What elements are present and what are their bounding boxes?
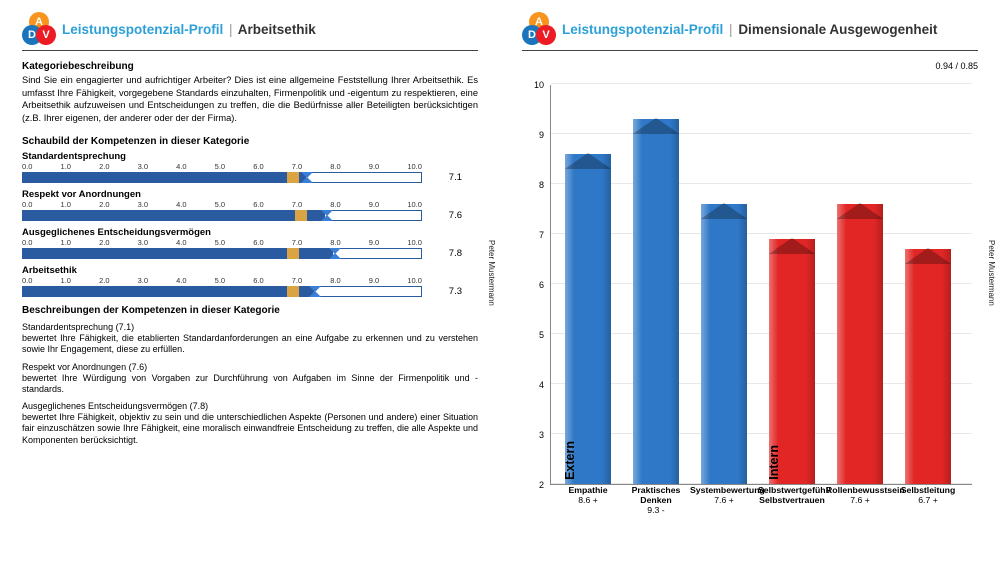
chart-bar [905, 249, 951, 484]
y-tick: 4 [539, 380, 544, 390]
competency-title: Standardentsprechung (7.1) [22, 322, 478, 332]
hbar-label: Arbeitsethik [22, 265, 478, 276]
hbar-label: Standardentsprechung [22, 151, 478, 162]
y-tick: 5 [539, 330, 544, 340]
hbar-list: Standardentsprechung0.01.02.03.04.05.06.… [22, 151, 478, 297]
desc-heading: Beschreibungen der Kompetenzen in dieser… [22, 305, 478, 316]
chart-bar: Intern [769, 239, 815, 484]
x-label: Selbstleitung6.7 + [894, 485, 962, 525]
category-heading: Kategoriebeschreibung [22, 61, 478, 72]
hbar-row: Arbeitsethik0.01.02.03.04.05.06.07.08.09… [22, 265, 478, 297]
competency-title: Respekt vor Anordnungen (7.6) [22, 362, 478, 372]
competency-body: bewertet Ihre Würdigung von Vorgaben zur… [22, 373, 478, 396]
x-axis-labels: Empathie8.6 +Praktisches Denken9.3 -Syst… [550, 485, 972, 525]
header-blue: Leistungspotenzial-Profil [62, 22, 223, 37]
y-tick: 7 [539, 230, 544, 240]
y-tick: 10 [534, 80, 544, 90]
hbar-track: 7.1 [22, 172, 422, 183]
chart-bar [837, 204, 883, 484]
y-tick: 8 [539, 180, 544, 190]
logo-v: V [36, 25, 56, 45]
adv-logo: A D V [522, 12, 556, 46]
top-score: 0.94 / 0.85 [522, 61, 978, 71]
hbar-track: 7.3 [22, 286, 422, 297]
y-tick: 3 [539, 430, 544, 440]
desc-list: Standardentsprechung (7.1)bewertet Ihre … [22, 322, 478, 446]
x-label: Praktisches Denken9.3 - [622, 485, 690, 525]
page-header-left: A D V Leistungspotenzial-Profil | Arbeit… [22, 12, 478, 51]
page-right: A D V Leistungspotenzial-Profil | Dimens… [500, 0, 1000, 562]
hbar-value: 7.1 [428, 172, 462, 183]
chart-heading: Schaubild der Kompetenzen in dieser Kate… [22, 136, 478, 147]
hbar-ticks: 0.01.02.03.04.05.06.07.08.09.010.0 [22, 162, 422, 171]
competency-title: Ausgeglichenes Entscheidungsvermögen (7.… [22, 401, 478, 411]
header-title-right: Leistungspotenzial-Profil | Dimensionale… [562, 22, 937, 37]
hbar-value: 7.6 [428, 210, 462, 221]
hbar-ticks: 0.01.02.03.04.05.06.07.08.09.010.0 [22, 238, 422, 247]
hbar-value: 7.8 [428, 248, 462, 259]
hbar-label: Ausgeglichenes Entscheidungsvermögen [22, 227, 478, 238]
logo-v: V [536, 25, 556, 45]
competency-body: bewertet Ihre Fähigkeit, objektiv zu sei… [22, 412, 478, 446]
hbar-row: Respekt vor Anordnungen0.01.02.03.04.05.… [22, 189, 478, 221]
header-title-left: Leistungspotenzial-Profil | Arbeitsethik [62, 22, 316, 37]
hbar-track: 7.6 [22, 210, 422, 221]
adv-logo: A D V [22, 12, 56, 46]
x-label: Rollenbewusstsein7.6 + [826, 485, 894, 525]
x-label: Systembewertung7.6 + [690, 485, 758, 525]
hbar-value: 7.3 [428, 286, 462, 297]
bar-chart: 2 3 4 5 6 7 8 9 10 Extern Intern Empathie8.6 +Pra… [522, 75, 972, 525]
hbar-ticks: 0.01.02.03.04.05.06.07.08.09.010.0 [22, 276, 422, 285]
category-body: Sind Sie ein engagierter und aufrichtige… [22, 74, 478, 124]
competency-body: bewertet Ihre Fähigkeit, die etablierten… [22, 333, 478, 356]
header-sep: | [727, 22, 735, 37]
chart-bar [633, 119, 679, 484]
hbar-track: 7.8 [22, 248, 422, 259]
header-black-right: Dimensionale Ausgewogenheit [738, 22, 937, 37]
bar-group-label: Intern [767, 445, 781, 480]
hbar-label: Respekt vor Anordnungen [22, 189, 478, 200]
chart-bar [701, 204, 747, 484]
header-blue: Leistungspotenzial-Profil [562, 22, 723, 37]
page-left: A D V Leistungspotenzial-Profil | Arbeit… [0, 0, 500, 562]
hbar-row: Standardentsprechung0.01.02.03.04.05.06.… [22, 151, 478, 183]
x-label: Empathie8.6 + [554, 485, 622, 525]
bar-group-label: Extern [563, 441, 577, 480]
header-sep: | [227, 22, 235, 37]
header-black-left: Arbeitsethik [238, 22, 316, 37]
chart-bar: Extern [565, 154, 611, 484]
hbar-row: Ausgeglichenes Entscheidungsvermögen0.01… [22, 227, 478, 259]
x-label: Selbstwertgefühl/ Selbstvertrauen [758, 485, 826, 525]
y-tick: 2 [539, 480, 544, 490]
y-tick: 9 [539, 130, 544, 140]
plot-area: Extern Intern [550, 85, 972, 485]
y-tick: 6 [539, 280, 544, 290]
side-name-left: Peter Mustermann [487, 240, 496, 306]
y-axis: 2345678910 [522, 75, 546, 485]
side-name-right: Peter Mustermann [987, 240, 996, 306]
hbar-ticks: 0.01.02.03.04.05.06.07.08.09.010.0 [22, 200, 422, 209]
page-header-right: A D V Leistungspotenzial-Profil | Dimens… [522, 12, 978, 51]
